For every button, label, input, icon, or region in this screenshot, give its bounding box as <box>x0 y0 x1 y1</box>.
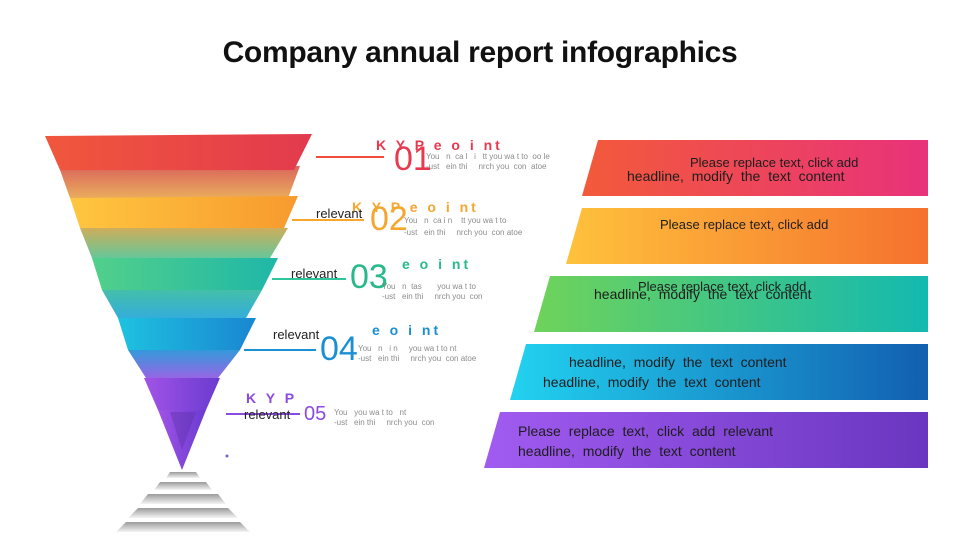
banner-3-line-2: headline, modify the text content <box>594 286 812 302</box>
banner-1 <box>582 140 928 196</box>
key-point-2: K Y P e o i nt <box>352 199 479 215</box>
key-point-5: K Y P <box>246 390 298 406</box>
funnel-tip <box>158 410 206 470</box>
banner-5 <box>484 412 928 468</box>
banner-2 <box>566 208 928 264</box>
relevant-label-5: relevant <box>244 407 291 422</box>
connector-line-5 <box>226 413 300 415</box>
connector-line-3 <box>272 278 346 280</box>
banner-5-line-2: headline, modify the text content <box>518 443 736 459</box>
funnel-band-4 <box>118 318 256 350</box>
key-point-3: e o i nt <box>402 256 472 272</box>
banner-4 <box>510 344 928 400</box>
scatter-text-1b: -ust ein thi nrch you con atoe <box>426 162 547 171</box>
scatter-text-5: You you wa t to nt <box>334 408 407 417</box>
scatter-text-2: You n ca i n tt you wa t to <box>404 216 507 225</box>
scatter-text-4b: -ust ein thi nrch you con atoe <box>358 354 477 363</box>
relevant-label-2: relevant <box>316 206 363 221</box>
funnel-band-2 <box>70 196 298 228</box>
connector-line-4 <box>244 349 316 351</box>
connector-line-2 <box>292 219 364 221</box>
scatter-text-5b: -ust ein thi nrch you con <box>334 418 435 427</box>
step-number-3: 03 <box>350 258 388 296</box>
scatter-text-1: You n ca l i tt you wa t to oo le <box>426 152 550 161</box>
page-title: Company annual report infographics <box>222 36 738 69</box>
banner-2-line-1: Please replace text, click add <box>660 217 829 232</box>
key-point-4: e o i nt <box>372 322 442 338</box>
banner-3 <box>534 276 928 332</box>
funnel-band-3 <box>92 258 278 290</box>
scatter-text-4: You n i n you wa t to nt <box>358 344 457 353</box>
key-point-1: K Y P e o i nt <box>376 137 503 153</box>
connector-line-1 <box>316 156 384 158</box>
banner-4-line-2: headline, modify the text content <box>543 374 761 390</box>
step-number-4: 04 <box>320 330 358 368</box>
banner-1-line-1: Please replace text, click add <box>690 155 859 170</box>
funnel-band-1 <box>45 134 312 170</box>
relevant-label-3: relevant <box>291 266 338 281</box>
banner-4-line-1: headline, modify the text content <box>569 354 787 370</box>
banner-1-line-2: headline, modify the text content <box>627 168 845 184</box>
funnel-band-5 <box>144 378 220 410</box>
relevant-label-4: relevant <box>273 327 320 342</box>
scatter-text-3: You n tas you wa t to <box>382 282 476 291</box>
step-number-2: 02 <box>370 200 408 238</box>
banner-3-line-1: Please replace text, click add <box>638 279 807 294</box>
scatter-text-2b: -ust ein thi nrch you con atoe <box>404 228 523 237</box>
step-number-1: 01 <box>394 140 432 178</box>
step-number-5: 05 <box>304 403 327 425</box>
scatter-text-3b: -ust ein thi nrch you con <box>382 292 483 301</box>
banner-5-line-1: Please replace text, click add relevant <box>518 423 774 439</box>
